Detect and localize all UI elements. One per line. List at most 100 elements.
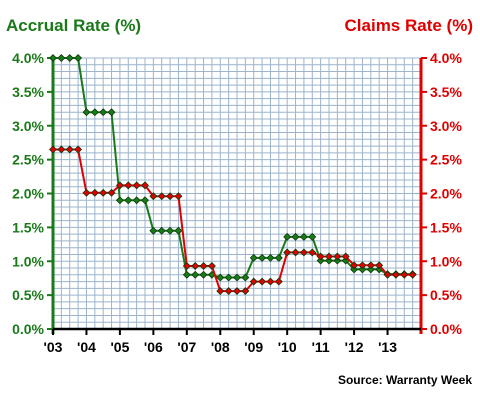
accrual-point <box>74 54 83 62</box>
accrual-point <box>82 108 91 117</box>
accrual-point <box>258 253 267 262</box>
right-tick-label: 2.5% <box>430 152 462 168</box>
left-tick-label: 0.0% <box>12 321 44 337</box>
accrual-point <box>241 273 250 282</box>
claims-point <box>115 181 124 190</box>
claims-point <box>383 270 392 279</box>
left-tick-label: 3.5% <box>12 84 44 100</box>
accrual-point <box>174 226 183 235</box>
claims-point <box>366 261 375 270</box>
claims-point <box>391 270 400 279</box>
x-tick-label: '11 <box>312 339 330 355</box>
claims-point <box>274 277 283 286</box>
left-tick-label: 1.5% <box>12 219 44 235</box>
accrual-point <box>107 108 116 117</box>
claims-point <box>141 181 149 190</box>
claims-point <box>341 252 350 261</box>
claims-point <box>166 192 175 201</box>
claims-point <box>157 192 166 201</box>
x-tick-label: '12 <box>345 339 364 355</box>
right-tick-label: 0.0% <box>430 321 462 337</box>
claims-point <box>216 287 225 296</box>
accrual-point <box>274 253 283 262</box>
claims-point <box>350 261 359 270</box>
claims-point <box>316 252 325 261</box>
right-tick-label: 4.0% <box>430 50 462 66</box>
x-tick-label: '10 <box>278 339 297 355</box>
accrual-point <box>115 196 124 205</box>
accrual-point <box>216 273 225 282</box>
x-tick-label: '03 <box>44 339 63 355</box>
x-tick-label: '07 <box>177 339 196 355</box>
accrual-point <box>90 108 99 117</box>
accrual-point <box>283 232 292 241</box>
x-tick-label: '05 <box>110 339 129 355</box>
x-tick-label: '06 <box>144 339 163 355</box>
accrual-point <box>166 226 175 235</box>
right-tick-label: 1.5% <box>430 219 462 235</box>
x-tick-label: '09 <box>244 339 263 355</box>
accrual-point <box>316 256 325 265</box>
accrual-axis-title: Accrual Rate (%) <box>6 16 141 35</box>
claims-point <box>299 248 308 257</box>
claims-point <box>174 192 183 201</box>
claims-point <box>333 252 342 261</box>
claims-point <box>132 181 141 190</box>
accrual-point <box>157 226 166 235</box>
series-layer <box>49 54 417 296</box>
accrual-point <box>308 232 317 241</box>
accrual-point <box>350 265 359 274</box>
accrual-point <box>141 196 149 205</box>
accrual-point <box>191 270 200 279</box>
accrual-point <box>124 196 133 205</box>
x-tick-label: '08 <box>211 339 230 355</box>
right-tick-label: 2.0% <box>430 186 462 202</box>
accrual-point <box>65 54 74 62</box>
accrual-point <box>132 196 141 205</box>
claims-axis-title: Claims Rate (%) <box>345 16 473 35</box>
claims-point <box>241 287 250 296</box>
claims-point <box>207 262 216 270</box>
claims-point <box>258 277 267 286</box>
accrual-point <box>325 256 333 265</box>
right-tick-label: 1.0% <box>430 253 462 269</box>
accrual-point <box>291 232 300 241</box>
left-tick-label: 4.0% <box>12 50 44 66</box>
claims-point <box>233 287 241 296</box>
claims-point <box>191 262 200 270</box>
source-note: Source: Warranty Week <box>338 373 472 387</box>
axes <box>47 57 427 335</box>
claims-point <box>266 277 275 286</box>
right-tick-label: 3.0% <box>430 118 462 134</box>
tick-labels: 0.0% 0.0% 0.5% 0.5% 1.0% 1.0% 1.5% 1.5% 2.0% 2.0%… <box>12 50 462 355</box>
accrual-point <box>266 253 275 262</box>
accrual-point <box>299 232 308 241</box>
claims-point <box>107 188 116 197</box>
accrual-point <box>224 273 233 282</box>
claims-point <box>65 145 74 154</box>
claims-point <box>325 252 333 261</box>
accrual-point <box>233 273 241 282</box>
accrual-point <box>358 265 367 274</box>
left-tick-label: 2.5% <box>12 152 44 168</box>
accrual-point <box>182 270 191 279</box>
right-tick-label: 3.5% <box>430 84 462 100</box>
right-tick-label: 0.5% <box>430 287 462 303</box>
accrual-point <box>199 270 208 279</box>
claims-point <box>291 248 300 257</box>
claims-point <box>224 287 233 296</box>
claims-point <box>400 270 409 279</box>
accrual-point <box>249 253 258 262</box>
left-tick-label: 1.0% <box>12 253 44 269</box>
claims-point <box>249 277 258 286</box>
claims-point <box>99 188 108 197</box>
left-tick-label: 0.5% <box>12 287 44 303</box>
claims-point <box>308 248 317 257</box>
claims-point <box>49 145 57 154</box>
left-tick-label: 3.0% <box>12 118 44 134</box>
claims-point <box>124 181 133 190</box>
accrual-point <box>333 256 342 265</box>
claims-point <box>358 261 367 270</box>
